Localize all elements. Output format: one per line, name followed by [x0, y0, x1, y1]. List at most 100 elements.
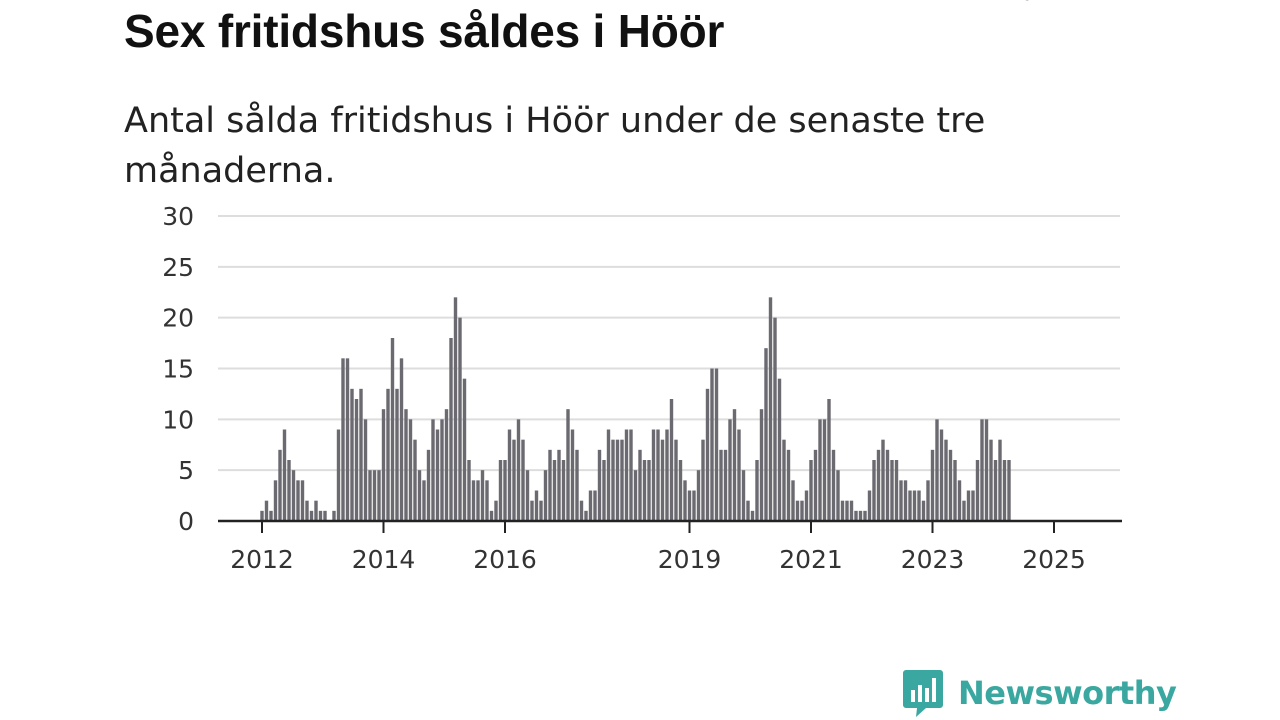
- x-tick-label-2025: 2025: [1022, 545, 1086, 574]
- newsworthy-logo-icon: [903, 670, 943, 717]
- bar: [426, 449, 431, 521]
- bar: [548, 449, 552, 521]
- bar: [341, 358, 345, 521]
- bar: [336, 429, 341, 521]
- bar: [723, 449, 728, 521]
- bar: [741, 470, 746, 521]
- bar: [998, 439, 1002, 521]
- bar: [836, 470, 840, 521]
- bar: [669, 399, 674, 521]
- x-tick-label-2021: 2021: [779, 545, 843, 574]
- bar: [728, 419, 732, 521]
- y-tick-label-30: 30: [162, 202, 194, 231]
- bar: [696, 470, 701, 521]
- bar: [579, 500, 584, 521]
- bar: [269, 510, 273, 521]
- bar: [899, 480, 903, 521]
- bar: [660, 439, 665, 521]
- bar: [948, 449, 953, 521]
- bar: [849, 500, 854, 521]
- bar: [480, 470, 485, 521]
- bars: [260, 297, 1011, 521]
- bar: [264, 500, 269, 521]
- bar: [651, 429, 656, 521]
- bar: [863, 510, 867, 521]
- gridlines: [218, 215, 1120, 472]
- bar: [984, 419, 989, 521]
- bar: [827, 399, 831, 521]
- bar: [966, 490, 971, 521]
- bar: [755, 460, 759, 521]
- bar: [525, 470, 530, 521]
- bar: [368, 470, 372, 521]
- bar: [354, 399, 359, 521]
- bar: [782, 439, 786, 521]
- bar: [908, 490, 912, 521]
- bar: [417, 470, 422, 521]
- bar: [615, 439, 620, 521]
- bar: [804, 490, 809, 521]
- bar: [503, 460, 507, 521]
- bar: [777, 378, 782, 521]
- bar: [485, 480, 489, 521]
- bar: [890, 460, 894, 521]
- bar: [278, 449, 282, 521]
- bar: [422, 480, 426, 521]
- bar: [386, 388, 390, 521]
- bar: [683, 480, 687, 521]
- bar: [620, 439, 624, 521]
- bar: [809, 460, 813, 521]
- bar: [737, 429, 741, 521]
- bar: [935, 419, 939, 521]
- y-tick-label-20: 20: [162, 304, 194, 333]
- bar: [300, 480, 305, 521]
- bar: [444, 409, 449, 521]
- bar: [953, 460, 957, 521]
- bar: [359, 388, 363, 521]
- bar: [390, 338, 395, 521]
- bar: [665, 429, 669, 521]
- bar: [557, 449, 561, 521]
- bar: [381, 409, 386, 521]
- x-tick-label-2014: 2014: [352, 545, 416, 574]
- bar: [944, 439, 948, 521]
- bar: [287, 460, 291, 521]
- bar: [561, 460, 566, 521]
- bar: [530, 500, 534, 521]
- bar: [831, 449, 836, 521]
- bar: [714, 368, 719, 521]
- bar: [764, 348, 768, 521]
- bar: [813, 449, 818, 521]
- x-tick-label-2016: 2016: [473, 545, 537, 574]
- bar: [543, 470, 548, 521]
- bar: [845, 500, 849, 521]
- bar: [881, 439, 885, 521]
- bar: [404, 409, 408, 521]
- bar: [1002, 460, 1007, 521]
- bar: [710, 368, 714, 521]
- bar: [993, 460, 998, 521]
- bar: [858, 510, 863, 521]
- bar: [282, 429, 287, 521]
- bar: [498, 460, 503, 521]
- bar: [822, 419, 827, 521]
- y-tick-label-0: 0: [178, 507, 194, 536]
- bar: [471, 480, 476, 521]
- bar: [345, 358, 350, 521]
- bar: [786, 449, 791, 521]
- bar: [638, 449, 642, 521]
- bar: [489, 510, 494, 521]
- x-tick-label-2023: 2023: [901, 545, 965, 574]
- bar: [759, 409, 764, 521]
- y-tick-label-5: 5: [178, 456, 194, 485]
- bar: [399, 358, 404, 521]
- bar: [296, 480, 300, 521]
- bar: [989, 439, 993, 521]
- bar: [597, 449, 602, 521]
- bar: [629, 429, 633, 521]
- bar: [516, 419, 521, 521]
- chart-title: Sex fritidshus såldes i Höör: [124, 5, 725, 57]
- bar: [957, 480, 962, 521]
- bar: [413, 439, 417, 521]
